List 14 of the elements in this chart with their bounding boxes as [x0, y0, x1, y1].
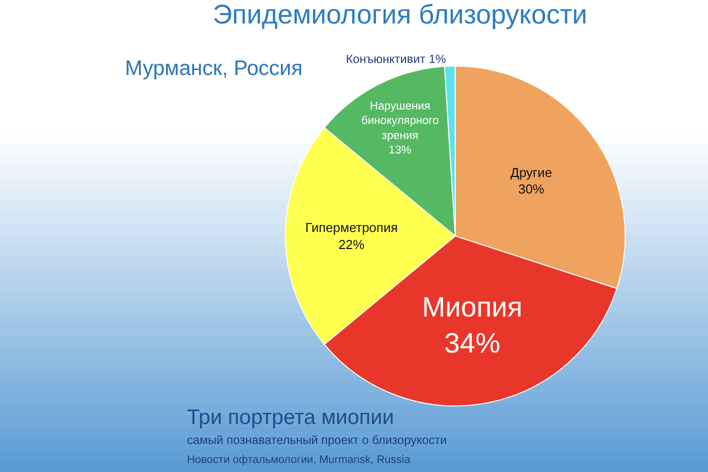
text: самый познавательный проект о близорукости — [187, 433, 447, 447]
text: Три портрета миопии — [187, 406, 394, 429]
data-label: 22% — [338, 236, 365, 252]
slice-label: Гиперметропия — [305, 220, 398, 236]
chart-subtitle: Мурманск, Россия — [125, 57, 303, 80]
chart-title: Эпидемиология близорукости — [212, 0, 588, 30]
slice-label: Конъюнктивит 1% — [346, 52, 446, 66]
slice-label: Другие — [510, 164, 552, 180]
slice-label: Миопия — [422, 291, 522, 322]
data-label: 13% — [388, 144, 412, 157]
data-label: 34% — [444, 328, 500, 359]
data-label: 30% — [518, 182, 545, 197]
text: Новости офтальмологии, Murmansk, Russia — [187, 454, 412, 466]
slice-label: Нарушения бинокулярного зрения — [361, 100, 439, 142]
